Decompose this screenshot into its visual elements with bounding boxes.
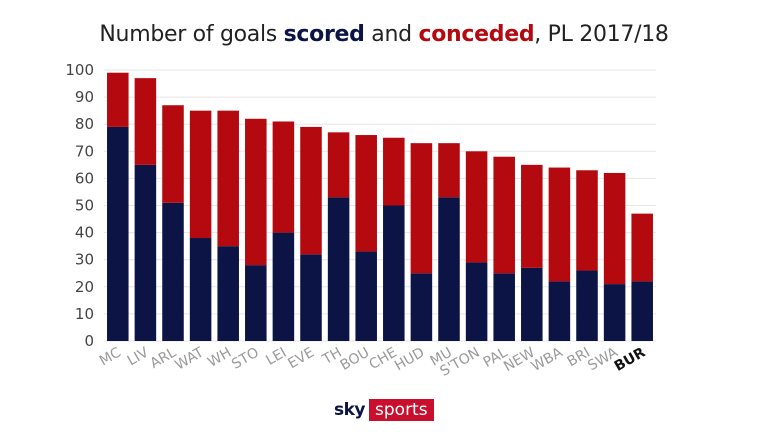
bar-conceded xyxy=(521,164,543,268)
y-tick-label: 40 xyxy=(75,224,94,242)
y-tick-label: 20 xyxy=(75,278,94,296)
bar-conceded xyxy=(383,137,405,206)
bar-scored xyxy=(548,281,571,341)
bar-scored xyxy=(576,270,598,341)
y-tick-label: 30 xyxy=(75,251,94,269)
y-tick-label: 0 xyxy=(84,332,94,350)
bar-scored xyxy=(493,273,515,341)
bar-scored xyxy=(134,164,157,341)
bar-conceded xyxy=(576,170,598,271)
y-tick-label: 50 xyxy=(75,197,94,215)
bar-scored xyxy=(631,281,653,341)
title-scored: scored xyxy=(283,22,365,47)
bar-scored xyxy=(245,265,267,341)
bar-conceded xyxy=(107,72,129,127)
title-middle: and xyxy=(364,22,419,47)
bar-conceded xyxy=(189,110,212,239)
logo-sky: sky xyxy=(330,399,370,421)
bar-scored xyxy=(410,273,433,341)
bar-conceded xyxy=(134,78,157,165)
y-tick-label: 90 xyxy=(75,88,94,106)
bars xyxy=(107,72,653,341)
y-tick-label: 100 xyxy=(65,61,94,79)
title-prefix: Number of goals xyxy=(99,22,284,47)
sky-sports-logo: sky sports xyxy=(330,399,434,421)
bar-conceded xyxy=(493,156,515,274)
gridlines xyxy=(104,69,656,342)
bar-conceded xyxy=(548,167,571,282)
bar-conceded xyxy=(162,105,184,203)
bar-scored xyxy=(521,267,543,341)
x-category-label: EVE xyxy=(285,345,317,372)
x-category-label: LEI xyxy=(263,345,289,369)
y-tick-label: 80 xyxy=(75,115,94,133)
bar-scored xyxy=(107,126,129,341)
title-conceded: conceded xyxy=(418,22,535,47)
bar-conceded xyxy=(355,135,377,252)
bar-conceded xyxy=(438,143,460,198)
x-category-label: LIV xyxy=(125,344,152,369)
bar-scored xyxy=(217,246,239,341)
bar-conceded xyxy=(300,126,322,255)
y-tick-label: 10 xyxy=(75,305,94,323)
bar-conceded xyxy=(245,118,267,266)
bar-scored xyxy=(272,232,295,341)
bar-conceded xyxy=(217,110,239,247)
bar-scored xyxy=(603,284,626,341)
x-category-label: WAT xyxy=(173,344,207,373)
title-suffix: , PL 2017/18 xyxy=(534,22,669,47)
bar-conceded xyxy=(603,172,626,285)
bar-conceded xyxy=(272,121,295,233)
y-axis: 0 10 20 30 40 50 60 70 80 90 100 xyxy=(65,61,94,350)
bar-scored xyxy=(383,205,405,341)
bar-conceded xyxy=(327,132,350,198)
x-category-label: MC xyxy=(97,344,124,369)
bar-conceded xyxy=(465,151,488,263)
bar-scored xyxy=(327,197,350,341)
bar-scored xyxy=(465,262,488,341)
bar-scored xyxy=(355,251,377,341)
x-category-label: HUD xyxy=(392,345,427,375)
y-tick-label: 70 xyxy=(75,142,94,160)
bar-conceded xyxy=(631,213,653,282)
bar-scored xyxy=(189,238,212,341)
x-category-label: BUR xyxy=(612,345,649,375)
logo-sports: sports xyxy=(369,399,434,421)
chart-title: Number of goals scored and conceded, PL … xyxy=(0,22,768,47)
bar-scored xyxy=(300,254,322,341)
bar-scored xyxy=(438,197,460,341)
y-tick-label: 60 xyxy=(75,169,94,187)
bar-conceded xyxy=(410,143,433,274)
bar-scored xyxy=(162,202,184,341)
x-category-label: WBA xyxy=(529,344,566,375)
x-category-label: STO xyxy=(229,345,262,373)
